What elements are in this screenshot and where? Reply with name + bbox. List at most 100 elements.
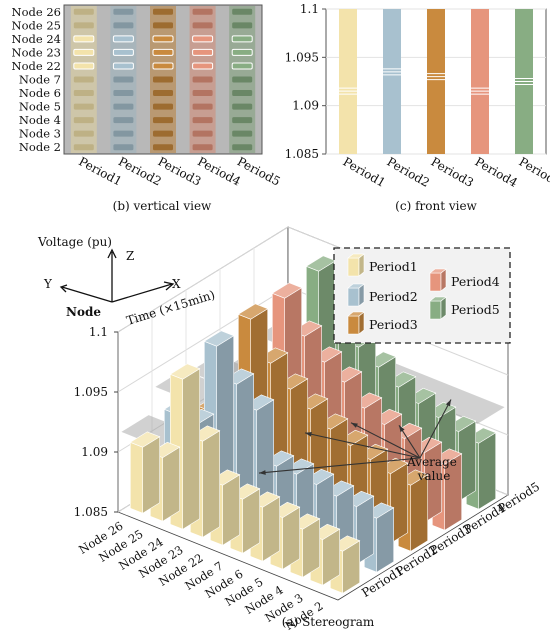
vertical-view-cell xyxy=(153,9,173,15)
vertical-view-cell xyxy=(193,63,213,69)
vertical-view-cell xyxy=(153,22,173,28)
front-view-period-label: Period5 xyxy=(517,154,550,190)
axis-x-letter: X xyxy=(172,277,181,291)
vertical-view-cell xyxy=(193,90,213,96)
vertical-view-node-label: Node 24 xyxy=(12,32,61,46)
average-annotation-line1: Average xyxy=(406,455,457,469)
vertical-view-cell xyxy=(232,49,252,55)
front-view-bar xyxy=(471,9,489,154)
vertical-view-period-label: Period5 xyxy=(235,154,283,188)
vertical-view-cell xyxy=(74,144,94,150)
vertical-view-cell xyxy=(74,90,94,96)
vertical-view-cell xyxy=(232,36,252,42)
vertical-view-node-label: Node 7 xyxy=(19,73,61,87)
ztick-label: 1.1 xyxy=(89,325,108,339)
front-view-ytick-label: 1.095 xyxy=(285,50,319,64)
front-view-period-label: Period4 xyxy=(473,154,521,190)
ylabel: Node xyxy=(66,305,101,319)
vertical-view-cell xyxy=(232,144,252,150)
front-view-bar xyxy=(383,9,401,154)
front-view-yticks: 1.1 1.095 1.09 1.085 xyxy=(285,2,326,161)
ztick-label: 1.095 xyxy=(74,385,108,399)
vertical-view-period-label: Period1 xyxy=(76,154,124,188)
vertical-view-cell xyxy=(153,104,173,110)
vertical-view-cell xyxy=(113,9,133,15)
vertical-view-node-label: Node 25 xyxy=(12,18,61,32)
vertical-view-cell xyxy=(232,63,252,69)
legend-label: Period2 xyxy=(369,289,418,304)
front-view-bar xyxy=(339,9,357,154)
front-view-ytick-label: 1.09 xyxy=(292,99,319,113)
ztick-label: 1.09 xyxy=(81,445,108,459)
vertical-view-cell xyxy=(232,117,252,123)
vertical-view-cell xyxy=(193,22,213,28)
legend-label: Period1 xyxy=(369,259,418,274)
vertical-view-cell xyxy=(193,117,213,123)
vertical-view-cell xyxy=(193,104,213,110)
vertical-view-cell xyxy=(74,77,94,83)
legend-label: Period3 xyxy=(369,317,418,332)
vertical-view-cell xyxy=(113,144,133,150)
legend: Period1 Period2 Period3 Period4 Period5 xyxy=(334,248,510,343)
vertical-view-cell xyxy=(232,131,252,137)
legend-label: Period5 xyxy=(451,302,500,317)
vertical-view-cell xyxy=(232,22,252,28)
vertical-view-cell xyxy=(153,49,173,55)
vertical-view-cell xyxy=(193,36,213,42)
vertical-view-cell xyxy=(113,90,133,96)
vertical-view-cell xyxy=(193,9,213,15)
vertical-view-cell xyxy=(232,77,252,83)
vertical-view-node-label: Node 26 xyxy=(12,5,61,19)
vertical-view-cell xyxy=(153,144,173,150)
vertical-view-cell xyxy=(74,22,94,28)
vertical-view-node-label: Node 22 xyxy=(12,59,61,73)
vertical-view-cell xyxy=(113,77,133,83)
vertical-view-node-label: Node 2 xyxy=(19,140,61,154)
front-view-ytick-label: 1.085 xyxy=(285,147,319,161)
vertical-view-cell xyxy=(193,144,213,150)
vertical-view-node-label: Node 6 xyxy=(19,86,61,100)
vertical-view-cell xyxy=(74,63,94,69)
vertical-view-cell xyxy=(74,131,94,137)
axis-y-letter: Y xyxy=(43,277,53,291)
vertical-view-cell xyxy=(153,117,173,123)
stereogram-zticks: 1.1 1.095 1.09 1.085 xyxy=(74,325,118,519)
vertical-view-cell xyxy=(74,104,94,110)
vertical-view-period-label: Period3 xyxy=(156,154,204,188)
vertical-view-cell xyxy=(193,77,213,83)
vertical-view-cell xyxy=(153,77,173,83)
vertical-view-cell xyxy=(113,22,133,28)
vertical-view-node-label: Node 23 xyxy=(12,45,61,59)
vertical-view-cell xyxy=(113,36,133,42)
vertical-view-cell xyxy=(113,63,133,69)
average-annotation-line2: value xyxy=(417,469,451,483)
vertical-view-period-label: Period2 xyxy=(116,154,164,188)
vertical-view-cell xyxy=(232,90,252,96)
axis-z-letter: Z xyxy=(126,249,134,263)
vertical-view-cell xyxy=(113,117,133,123)
ztick-label: 1.085 xyxy=(74,505,108,519)
vertical-view-node-label: Node 4 xyxy=(19,113,61,127)
vertical-view-node-label: Node 3 xyxy=(19,127,61,141)
vertical-view-cell xyxy=(74,9,94,15)
vertical-view-cell xyxy=(193,49,213,55)
vertical-view-cell xyxy=(153,36,173,42)
axis-triad xyxy=(61,250,173,302)
vertical-view-cell xyxy=(113,104,133,110)
front-view-period-label: Period1 xyxy=(341,154,389,190)
vertical-view-cell xyxy=(113,49,133,55)
front-view-period-label: Period3 xyxy=(429,154,477,190)
front-view-ytick-label: 1.1 xyxy=(300,2,319,16)
vertical-view-caption: (b) vertical view xyxy=(113,199,212,213)
vertical-view-cell xyxy=(113,131,133,137)
vertical-view-cell xyxy=(153,90,173,96)
vertical-view-cell xyxy=(232,9,252,15)
front-view-caption: (c) front view xyxy=(395,199,477,213)
legend-label: Period4 xyxy=(451,274,500,289)
front-view-bar xyxy=(427,9,445,154)
stereogram-caption: (a) Stereogram xyxy=(282,615,375,629)
